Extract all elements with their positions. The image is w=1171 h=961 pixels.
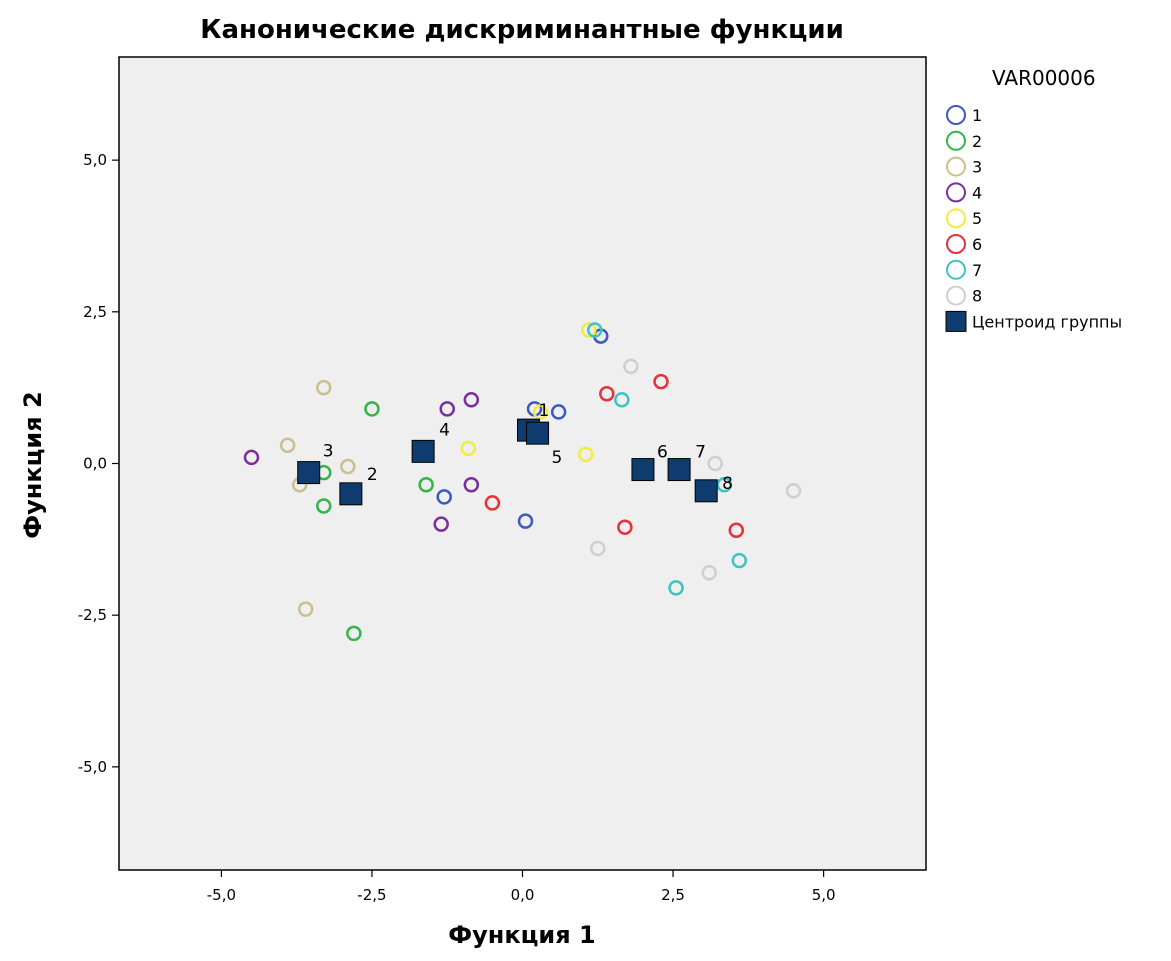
data-point-group-7	[668, 580, 684, 596]
centroid-label-2: 2	[367, 465, 378, 485]
data-point-group-2	[346, 625, 362, 642]
centroid-marker-5	[526, 421, 550, 445]
data-point-group-8	[701, 564, 717, 581]
legend-title: VAR00006	[992, 66, 1096, 90]
data-point-group-3	[340, 458, 356, 475]
centroid-marker-7	[667, 458, 691, 482]
centroid-marker-8	[694, 479, 718, 503]
centroid-label-6: 6	[657, 443, 668, 463]
centroid-label-1: 1	[539, 401, 550, 421]
legend-label-6: 6	[972, 235, 982, 254]
data-point-group-1	[550, 404, 567, 420]
y-axis-label: Функция 2	[19, 391, 47, 538]
data-point-group-4	[439, 401, 455, 417]
centroid-label-5: 5	[552, 448, 563, 468]
legend: VAR00006 1 2 3 4 5 6 7 8 Центроид группы	[945, 66, 1122, 332]
x-axis-label: Функция 1	[448, 921, 595, 949]
data-point-group-5	[580, 322, 597, 338]
y-tick-label: -5,0	[78, 758, 107, 776]
x-axis-ticks: -5,0 -2,5 0,0 2,5 5,0	[207, 870, 836, 904]
data-point-group-8	[623, 358, 639, 375]
data-point-group-3	[316, 379, 332, 396]
legend-marker-centroid	[945, 310, 967, 332]
legend-label-3: 3	[972, 158, 982, 177]
data-point-group-2	[418, 476, 434, 493]
centroid-marker-2	[339, 482, 363, 506]
data-point-group-7	[587, 322, 603, 338]
x-tick-label: 0,0	[511, 886, 535, 904]
data-point-group-1	[436, 489, 452, 505]
centroid-marker-6	[631, 458, 655, 482]
data-point-group-4	[433, 516, 449, 532]
centroid-label-7: 7	[695, 443, 706, 463]
legend-marker-2	[946, 130, 966, 151]
y-tick-label: 0,0	[83, 455, 107, 473]
data-point-group-7	[614, 392, 630, 408]
group-centroids: 1 2 3 4 5 6 78	[297, 401, 733, 506]
y-axis-ticks: -5,0 -2,5 0,0 2,5 5,0	[78, 151, 119, 776]
x-tick-label: -2,5	[357, 886, 386, 904]
data-point-group-4	[243, 449, 260, 466]
x-tick-label: 5,0	[812, 886, 836, 904]
legend-marker-3	[946, 156, 966, 177]
legend-label-8: 8	[972, 287, 982, 306]
data-point-group-7	[731, 552, 748, 569]
data-point-group-5	[577, 446, 594, 463]
legend-label-4: 4	[972, 183, 982, 202]
data-point-group-4	[463, 392, 480, 408]
data-point-group-6	[617, 519, 633, 535]
centroid-marker-3	[297, 461, 321, 485]
data-points	[243, 322, 802, 642]
legend-marker-4	[946, 182, 966, 203]
data-point-group-6	[599, 385, 615, 402]
legend-label-5: 5	[972, 209, 982, 228]
legend-marker-7	[946, 259, 966, 280]
legend-label-2: 2	[972, 132, 982, 151]
legend-marker-8	[946, 285, 966, 306]
data-point-group-8	[590, 540, 606, 557]
data-point-group-7	[716, 476, 732, 493]
x-tick-label: 2,5	[661, 886, 685, 904]
legend-label-7: 7	[972, 261, 982, 280]
data-point-group-6	[653, 373, 669, 390]
centroid-label-8: 8	[722, 474, 733, 494]
chart-title: Канонические дискриминантные функции	[200, 15, 844, 45]
x-tick-label: -5,0	[207, 886, 236, 904]
data-point-group-5	[532, 404, 549, 420]
data-point-group-6	[484, 495, 501, 511]
data-point-group-5	[460, 440, 477, 457]
y-tick-label: 5,0	[83, 151, 107, 169]
centroid-marker-4	[411, 439, 435, 463]
data-point-group-8	[785, 483, 802, 499]
centroid-label-3: 3	[323, 442, 334, 462]
y-tick-label: 2,5	[83, 303, 107, 321]
plot-area	[118, 56, 927, 871]
legend-label-1: 1	[972, 106, 982, 125]
centroid-label-4: 4	[439, 420, 450, 440]
legend-marker-6	[946, 234, 966, 254]
y-tick-label: -2,5	[78, 606, 107, 624]
data-point-group-2	[364, 401, 380, 417]
legend-marker-5	[946, 208, 966, 229]
data-point-group-4	[463, 476, 480, 493]
data-point-group-1	[517, 513, 534, 529]
data-point-group-6	[728, 522, 745, 538]
legend-marker-1	[946, 105, 966, 125]
data-point-group-2	[316, 498, 332, 514]
data-point-group-8	[707, 455, 723, 472]
legend-label-centroid: Центроид группы	[972, 312, 1122, 331]
data-point-group-3	[279, 437, 296, 454]
data-point-group-3	[297, 601, 314, 617]
